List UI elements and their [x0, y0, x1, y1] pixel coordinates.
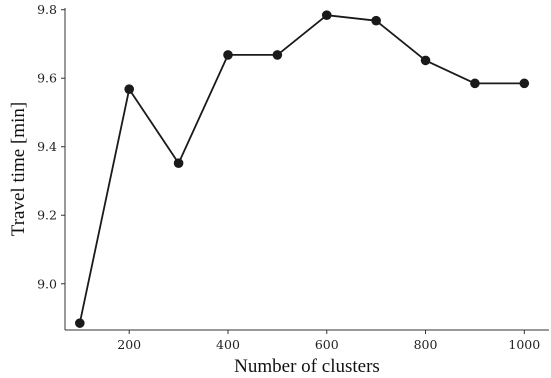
data-point — [75, 318, 85, 328]
data-point — [223, 50, 233, 60]
data-point — [173, 158, 184, 168]
series-line — [78, 14, 525, 324]
data-point — [371, 15, 381, 26]
y-axis-ticks: 9.0 9.2 9.4 9.6 9.8 — [37, 2, 65, 291]
y-axis-title: Travel time [min] — [8, 102, 29, 236]
data-point — [470, 78, 480, 89]
x-axis-ticks: 200 400 600 800 1000 — [117, 330, 540, 352]
plot-area: 200 400 600 800 1000 9.0 9.2 9.4 9.6 9.8 — [37, 2, 549, 352]
y-tick-label: 9.6 — [37, 71, 57, 86]
data-point — [124, 84, 135, 94]
y-tick-label: 9.2 — [37, 208, 57, 223]
y-tick-label: 9.4 — [37, 139, 57, 154]
data-point — [272, 50, 283, 60]
data-point — [321, 10, 332, 20]
x-tick-label: 200 — [117, 337, 141, 352]
x-tick-label: 1000 — [508, 337, 540, 352]
x-tick-label: 800 — [414, 337, 438, 352]
data-point — [519, 78, 530, 89]
y-tick-label: 9.0 — [37, 276, 57, 291]
data-point — [420, 55, 431, 66]
y-tick-label: 9.8 — [37, 2, 57, 17]
series-group — [75, 10, 530, 328]
x-tick-label: 400 — [216, 337, 240, 352]
x-tick-label: 600 — [315, 337, 339, 352]
x-axis-title: Number of clusters — [234, 356, 380, 377]
